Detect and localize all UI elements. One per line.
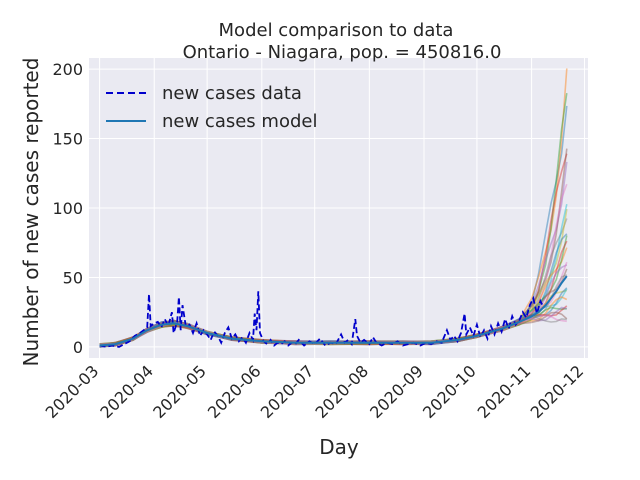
x-tick-label: 2020-10 [419, 361, 480, 422]
x-tick-label: 2020-05 [149, 361, 210, 422]
x-tick-label: 2020-07 [257, 361, 318, 422]
ensemble-run-line [99, 311, 568, 346]
x-tick-label: 2020-12 [527, 361, 588, 422]
ensemble-run-line [99, 153, 568, 346]
ensemble-run-line [99, 233, 568, 347]
x-tick-labels: 2020-032020-042020-052020-062020-072020-… [42, 361, 588, 422]
y-tick-label: 100 [52, 199, 83, 218]
x-tick-label: 2020-03 [42, 361, 103, 422]
model-series-line [99, 275, 568, 347]
legend: new cases data new cases model [106, 83, 317, 132]
chart-title: Model comparison to data [219, 20, 454, 41]
y-tick-labels: 0 50 100 150 200 [52, 60, 83, 357]
ensemble-run-line [99, 264, 568, 346]
data-series-line [99, 291, 545, 348]
grid-lines [89, 58, 588, 358]
legend-label-data: new cases data [162, 83, 302, 104]
y-tick-label: 0 [73, 338, 83, 357]
x-tick-label: 2020-09 [366, 361, 427, 422]
x-tick-label: 2020-04 [96, 361, 157, 422]
legend-label-model: new cases model [162, 111, 317, 132]
y-tick-label: 200 [52, 60, 83, 79]
x-tick-label: 2020-11 [474, 361, 535, 422]
y-tick-label: 50 [63, 268, 83, 287]
series-lines [99, 275, 568, 348]
chart-subtitle: Ontario - Niagara, pop. = 450816.0 [183, 42, 502, 63]
x-tick-label: 2020-06 [204, 361, 265, 422]
y-axis-label: Number of new cases reported [19, 58, 43, 367]
x-axis-label: Day [319, 435, 359, 459]
y-tick-label: 150 [52, 130, 83, 149]
x-tick-label: 2020-08 [311, 361, 372, 422]
